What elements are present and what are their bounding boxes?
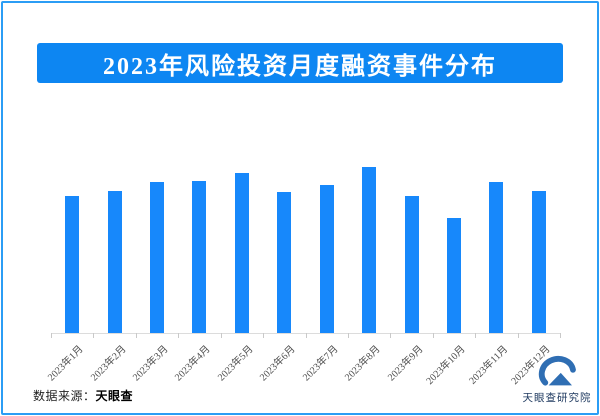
chart-title: 2023年风险投资月度融资事件分布 xyxy=(103,53,497,80)
chart-bar xyxy=(277,192,292,333)
chart-bar xyxy=(404,196,419,333)
chart-bar xyxy=(489,182,504,333)
x-axis-label: 2023年2月 xyxy=(88,343,129,384)
axis-tick xyxy=(432,333,434,338)
source-value: 天眼查 xyxy=(95,389,134,403)
x-axis-label: 2023年7月 xyxy=(300,343,341,384)
tianyancha-eye-icon xyxy=(538,355,576,386)
chart-bar xyxy=(65,196,80,333)
x-axis-label: 2023年1月 xyxy=(46,343,86,384)
chart-bar xyxy=(362,167,377,333)
chart-bar xyxy=(319,185,334,333)
axis-tick xyxy=(390,333,392,338)
x-axis-label: 2023年8月 xyxy=(343,343,383,384)
chart-bar xyxy=(531,191,546,333)
source-label: 数据来源： xyxy=(33,389,96,403)
chart-bar xyxy=(150,182,165,333)
logo-text: 天眼查研究院 xyxy=(522,392,592,404)
x-axis-label: 2023年9月 xyxy=(385,343,426,384)
axis-tick xyxy=(263,333,265,338)
axis-tick xyxy=(93,333,95,338)
chart-bar xyxy=(446,218,461,333)
axis-tick xyxy=(305,333,307,338)
data-source-note: 数据来源：天眼查 xyxy=(33,387,133,404)
axis-tick xyxy=(135,333,137,338)
title-banner: 2023年风险投资月度融资事件分布 xyxy=(37,43,563,83)
axis-tick xyxy=(475,333,477,338)
axis-tick xyxy=(178,333,180,338)
tianyancha-logo: 天眼查研究院 xyxy=(511,355,600,405)
axis-tick xyxy=(220,333,222,338)
chart-bar xyxy=(234,173,249,333)
axis-tick xyxy=(51,333,52,338)
chart-bar xyxy=(192,181,207,333)
x-axis-label: 2023年11月 xyxy=(467,343,510,387)
axis-tick xyxy=(347,333,349,338)
x-axis-label: 2023年10月 xyxy=(424,343,468,387)
x-axis-label: 2023年3月 xyxy=(131,343,171,384)
chart-bar xyxy=(107,191,122,333)
axis-tick xyxy=(517,333,519,338)
x-axis-label: 2023年5月 xyxy=(215,343,256,384)
axis-tick xyxy=(560,333,561,338)
x-axis-label: 2023年6月 xyxy=(258,343,298,384)
x-axis-label: 2023年4月 xyxy=(173,343,214,384)
